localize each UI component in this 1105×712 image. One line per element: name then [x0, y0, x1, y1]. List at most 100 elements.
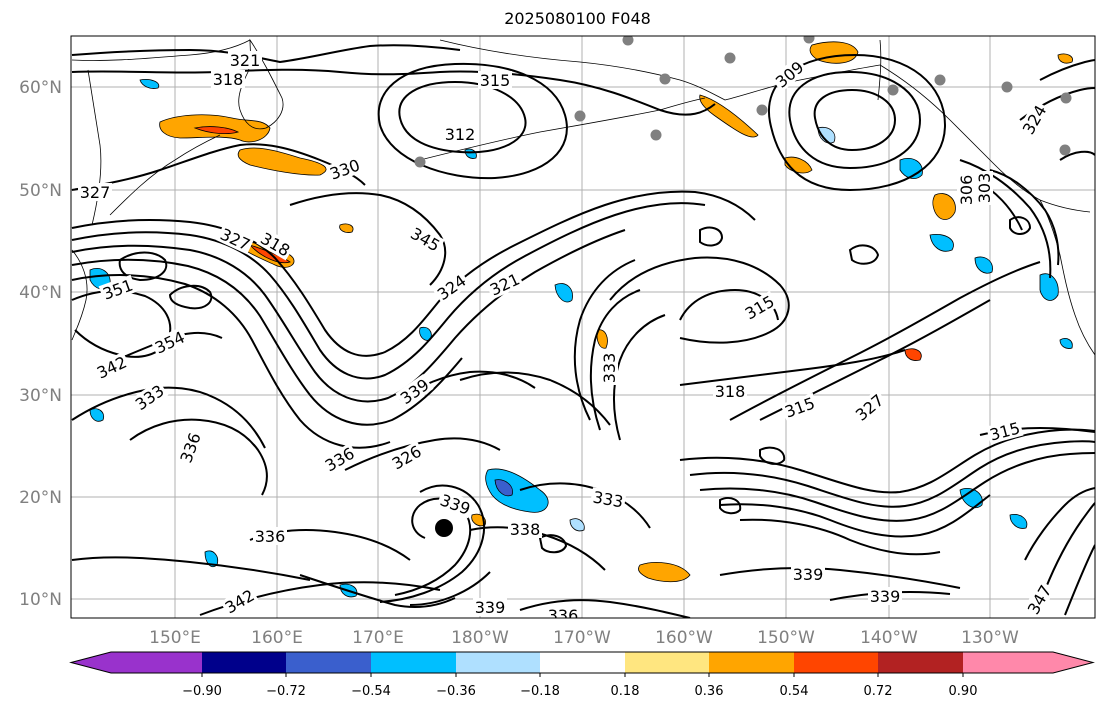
blue-patch-bc2 — [929, 233, 954, 252]
contour-327-ne — [1039, 59, 1095, 81]
coast-sakhalin — [87, 69, 102, 226]
red-patch-kamchatka — [193, 126, 240, 135]
contour-label-bg — [406, 222, 445, 256]
contour-label-group: 315 — [478, 71, 512, 90]
lon-label: 140°W — [860, 628, 918, 648]
colorbar-segment — [202, 652, 286, 673]
colorbar-tick-label: −0.54 — [351, 684, 391, 699]
contour-label: 339 — [870, 587, 901, 606]
contour-label: 303 — [975, 173, 994, 204]
contour-label: 338 — [510, 520, 541, 539]
contour-label-group: 318 — [211, 70, 245, 89]
longitude-labels: 150°E 160°E 170°E 180°W 170°W 160°W 150°W 140°W… — [149, 628, 1019, 648]
contour-ring-alaska3 — [813, 88, 897, 152]
blue-patch-ca — [1039, 273, 1059, 301]
lat-label: 30°N — [19, 386, 62, 406]
contour-label-group: 339 — [791, 565, 825, 584]
lat-label: 60°N — [19, 78, 62, 98]
contour-label-bg — [713, 382, 747, 400]
station-dot — [756, 104, 768, 116]
contour-label-bg — [436, 489, 475, 519]
contour-label-bg — [589, 487, 627, 511]
contour-label-group: 338 — [508, 520, 542, 539]
blue-patch-c4 — [1059, 338, 1073, 349]
orange-patch-south — [638, 562, 691, 583]
contour-ne-ring — [1059, 150, 1095, 161]
coast-panhandle — [879, 64, 1091, 213]
contour-330-mid — [613, 314, 666, 441]
contour-east-loop — [1024, 487, 1095, 561]
station-dot — [934, 74, 946, 86]
station-dot — [574, 110, 586, 122]
contour-label-bg — [985, 417, 1024, 445]
colorbar-extend-high — [1053, 652, 1093, 673]
contour-east-loop3 — [1064, 544, 1095, 616]
contour-318-ne — [729, 261, 1041, 421]
contour-label: 315 — [480, 71, 511, 90]
contour-336-c — [344, 437, 501, 471]
contour-321-north — [71, 44, 461, 64]
contour-315-ring — [377, 62, 568, 180]
lat-label: 10°N — [19, 590, 62, 610]
colorbar-tick-label: −0.18 — [520, 684, 560, 699]
colorbar-tick-label: −0.90 — [182, 684, 222, 699]
blue-patch-kuril — [139, 79, 160, 89]
blue-patch-e2 — [1009, 513, 1028, 529]
station-dot — [659, 73, 671, 85]
contour-label-bg — [216, 223, 255, 255]
station-dot — [414, 156, 426, 168]
coast-aleutians — [419, 97, 706, 161]
contour-small-4 — [719, 497, 742, 515]
contour-label-group: 339 — [868, 587, 902, 606]
contour-339-s — [71, 556, 311, 581]
contour-ring-alaska — [788, 70, 922, 170]
contour-label-group: 336 — [253, 527, 287, 546]
contour-label-bg — [478, 71, 512, 89]
station-dot — [650, 129, 662, 141]
contour-cyclone-2 — [379, 484, 486, 603]
colorbar-segment — [878, 652, 963, 673]
contour-label-bg — [1017, 100, 1051, 139]
colorbar: −0.90 −0.72 −0.54 −0.36 −0.18 0.18 0.36 0.54 0.7… — [69, 651, 1095, 699]
colorbar-tick-label: 0.18 — [611, 684, 640, 699]
colorbar-outline — [69, 651, 1095, 674]
station-dot — [887, 84, 899, 96]
colorbar-extend-low — [71, 652, 111, 673]
contour-label-bg — [150, 326, 189, 358]
contour-label-bg — [98, 274, 137, 304]
contour-312-ring — [398, 80, 527, 154]
contour-label: 321 — [230, 51, 261, 70]
contour-label: 339 — [475, 598, 506, 617]
contour-small-3 — [1009, 216, 1032, 235]
contour-ejet-2 — [689, 440, 1095, 508]
contour-label-group: 312 — [443, 125, 477, 144]
contour-label-bg — [791, 565, 825, 583]
contour-jet-2 — [71, 202, 706, 380]
coast-alaska — [439, 39, 881, 101]
orange-patch-c2 — [904, 348, 922, 361]
colorbar-segment — [371, 652, 456, 673]
contour-label-bg — [92, 351, 131, 383]
contour-ejet-4 — [719, 494, 991, 538]
colorbar-segment — [794, 652, 878, 673]
station-dot — [1001, 81, 1013, 93]
contour-label-group: 306 — [957, 173, 976, 207]
lon-label: 160°W — [655, 628, 713, 648]
contour-cyclone-4 — [299, 574, 456, 608]
lon-label: 180°W — [451, 628, 509, 648]
colorbar-tick-label: 0.54 — [780, 684, 809, 699]
contour-label-bg — [387, 440, 426, 474]
contour-label: 318 — [715, 382, 746, 401]
contour-306 — [959, 159, 1052, 279]
colorbar-tick-label: −0.36 — [436, 684, 476, 699]
contour-327-c — [679, 349, 906, 386]
station-dot — [724, 52, 736, 64]
lon-label: 130°W — [961, 628, 1019, 648]
contour-324-loop — [609, 256, 790, 344]
contour-label-group: 327 — [78, 183, 112, 202]
orange-patch-c1 — [596, 329, 608, 349]
contour-label-group: 315 — [780, 392, 819, 422]
blue-patch-c5 — [569, 518, 585, 532]
